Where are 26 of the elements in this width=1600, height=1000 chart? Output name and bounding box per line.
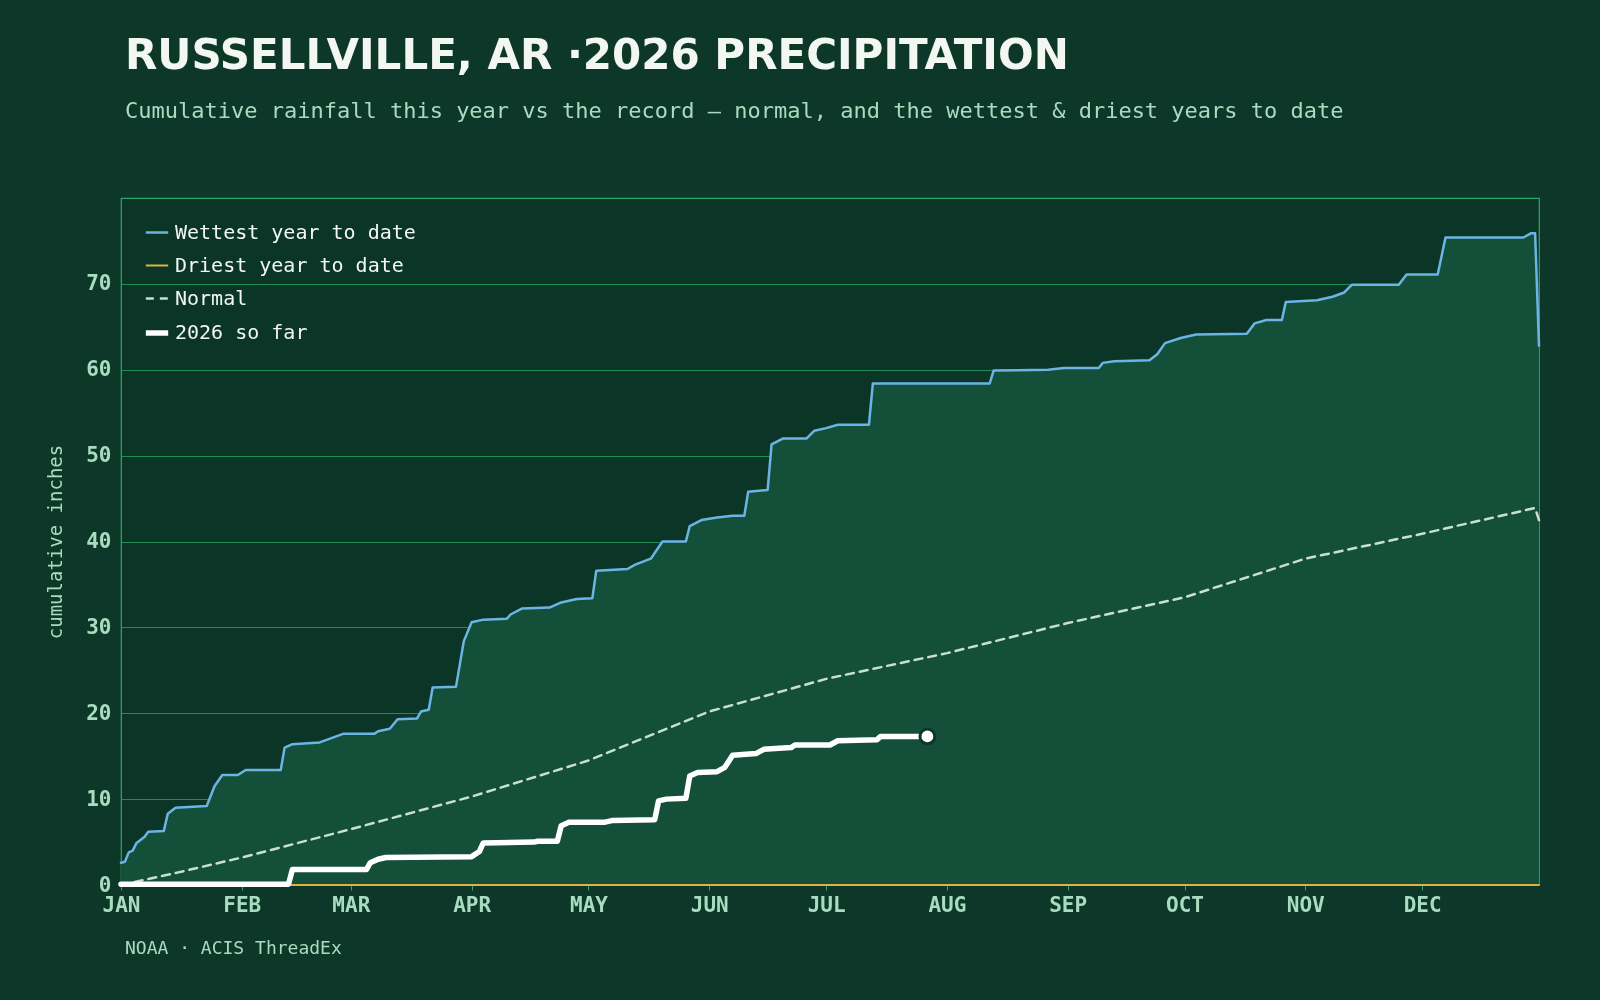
text: NOAA · ACIS ThreadEx <box>125 937 342 958</box>
y-tick-label: 10 <box>86 786 112 811</box>
x-tick-label: OCT <box>1166 892 1204 917</box>
chart-subtitle: Cumulative rainfall this year vs the record — normal, and the wettest & driest years to date <box>125 98 1344 123</box>
legend-label: Driest year to date <box>175 252 404 277</box>
x-tick-label: JUL <box>807 892 846 917</box>
x-tick-label: NOV <box>1286 892 1326 917</box>
x-tick-label: AUG <box>928 892 967 917</box>
x-tick-label: MAY <box>570 892 609 917</box>
x-tick-label: APR <box>453 892 492 917</box>
x-tick-label: JUN <box>690 892 729 917</box>
y-tick-label: 50 <box>86 443 112 468</box>
y-tick-label: 40 <box>86 529 112 553</box>
legend-label: 2026 so far <box>175 320 308 344</box>
x-tick-label: MAR <box>332 892 371 917</box>
x-tick-label: DEC <box>1403 892 1442 917</box>
y-tick-label: 60 <box>86 357 112 382</box>
y-axis-title: cumulative inches <box>44 444 67 640</box>
y-tick-label: 30 <box>86 614 112 639</box>
legend-label: Normal <box>175 285 248 310</box>
chart-title: RUSSELLVILLE, AR ·2026 PRECIPITATION <box>125 30 1069 79</box>
y-tick-label: 70 <box>86 271 112 296</box>
x-tick-label: SEP <box>1049 892 1088 917</box>
x-tick-label: FEB <box>223 892 262 917</box>
y-tick-label: 20 <box>86 700 112 725</box>
legend-label: Wettest year to date <box>175 219 416 244</box>
